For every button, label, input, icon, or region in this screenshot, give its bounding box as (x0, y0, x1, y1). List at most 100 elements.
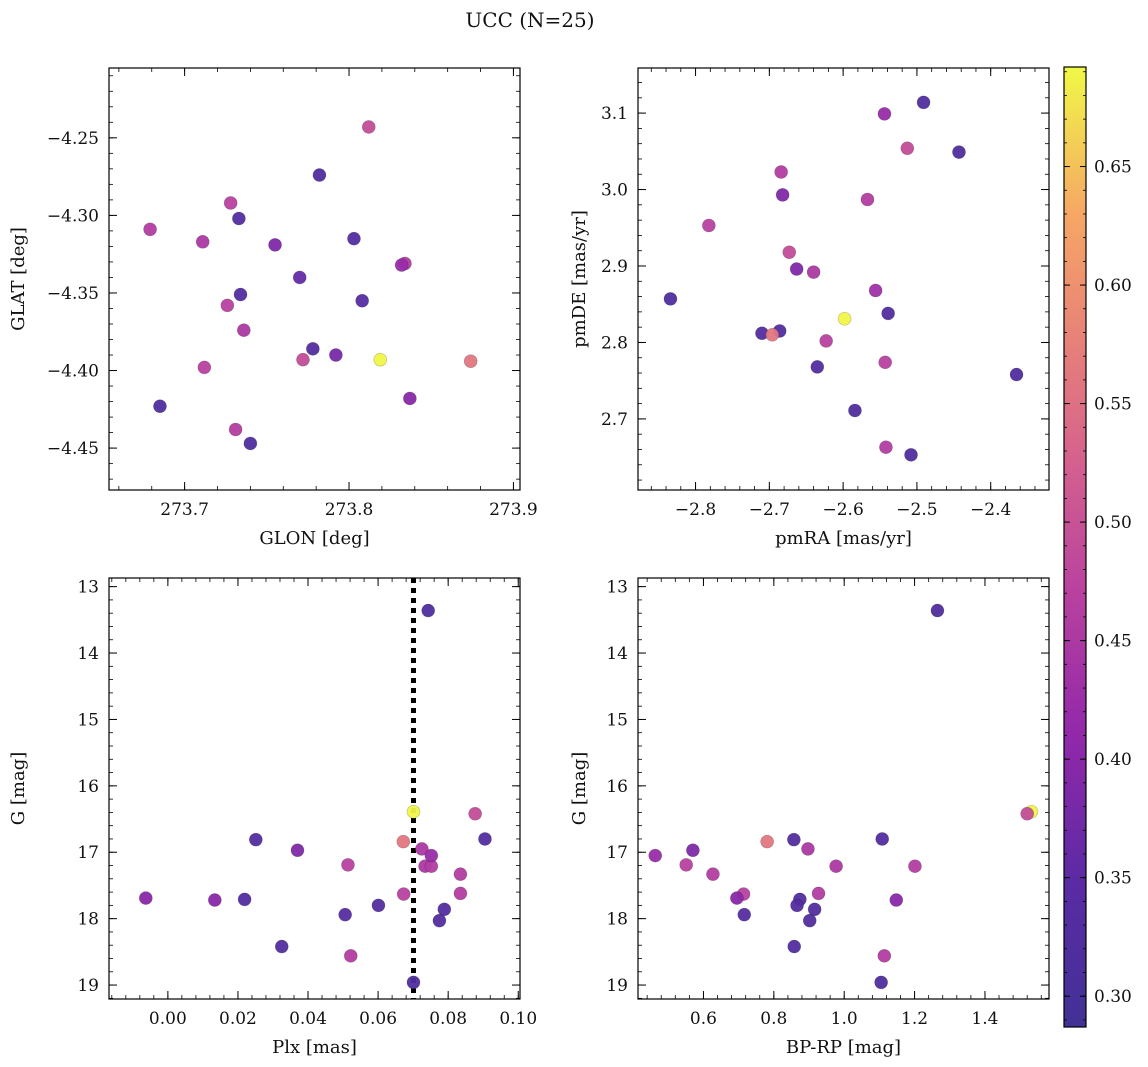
data-point (790, 898, 804, 913)
y-axis-label: G [mag] (569, 752, 590, 825)
data-point (787, 939, 802, 954)
data-point (930, 603, 945, 618)
y-axis-label: GLAT [deg] (8, 227, 29, 331)
data-point (463, 354, 478, 369)
data-point (686, 843, 700, 858)
data-point (403, 391, 417, 406)
y-tick-label: 18 (77, 910, 99, 930)
data-point (394, 258, 409, 272)
plot-frame (108, 67, 521, 491)
y-tick-label: 14 (606, 644, 628, 664)
data-point (860, 192, 875, 207)
data-point (329, 348, 343, 362)
data-point (848, 403, 862, 418)
data-point (648, 848, 663, 863)
x-tick-label: 1.4 (971, 1009, 998, 1029)
figure-title: UCC (N=25) (465, 8, 595, 32)
y-tick-label: 13 (606, 578, 628, 598)
x-tick-label: −2.5 (896, 500, 937, 520)
data-point (338, 907, 352, 922)
data-point (468, 806, 482, 821)
data-points (663, 95, 1024, 462)
colorbar-bar (1063, 66, 1087, 1028)
y-tick-label: −4.30 (47, 206, 99, 226)
y-tick-label: 2.7 (601, 410, 628, 430)
x-tick-label: 0.10 (499, 1009, 537, 1029)
x-axis-label: BP-RP [mag] (786, 1037, 901, 1058)
data-point (801, 842, 815, 856)
data-point (341, 858, 355, 872)
panel-plx-g: 0.00 0.02 0.04 0.06 0.08 0.10 13 14 15 16 17 18 19 Pl… (8, 577, 537, 1058)
data-point (679, 858, 694, 872)
data-point (233, 287, 248, 302)
y-tick-label: 3.0 (601, 181, 628, 201)
y-tick-label: 13 (77, 578, 99, 598)
x-tick-label: 0.06 (359, 1009, 397, 1029)
x-tick-label: 273.9 (489, 500, 538, 520)
y-tick-label: 16 (606, 777, 628, 797)
data-point (197, 360, 212, 375)
data-point (415, 842, 429, 856)
data-point (208, 893, 222, 907)
x-axis-label: GLON [deg] (259, 528, 369, 549)
data-point (706, 867, 720, 881)
x-tick-label: −2.7 (749, 500, 790, 520)
data-point (195, 234, 210, 249)
data-point (406, 804, 421, 819)
data-point (228, 422, 243, 437)
colorbar-tick-label: 0.50 (1094, 513, 1132, 533)
x-axis-label: Plx [mas] (272, 1037, 357, 1058)
x-tick-label: 0.02 (219, 1009, 257, 1029)
y-tick-label: 15 (77, 710, 99, 730)
colorbar-tick-label: 0.45 (1094, 632, 1132, 652)
data-point (371, 898, 386, 913)
data-points (138, 603, 492, 990)
plot-frame (637, 67, 1050, 491)
data-point (478, 832, 492, 846)
colorbar: 0.30 0.35 0.40 0.45 0.50 0.55 0.60 0.65 (1063, 66, 1132, 1028)
data-point (806, 265, 821, 279)
data-point (807, 902, 822, 917)
colorbar-tick-label: 0.30 (1094, 987, 1132, 1007)
y-tick-label: 17 (77, 843, 99, 863)
x-tick-label: 273.7 (160, 500, 209, 520)
data-point (904, 448, 918, 462)
data-point (810, 360, 825, 374)
data-point (787, 832, 801, 847)
y-tick-label: 15 (606, 710, 628, 730)
data-point (663, 292, 678, 306)
data-point (268, 238, 282, 252)
data-point (223, 196, 238, 210)
data-point (237, 892, 252, 907)
data-point (424, 848, 439, 863)
y-tick-label: −4.35 (47, 284, 99, 304)
data-point (361, 120, 376, 134)
data-point (453, 867, 468, 881)
data-point (343, 949, 358, 963)
x-tick-label: 0.8 (760, 1009, 787, 1029)
x-tick-label: 273.8 (325, 500, 374, 520)
data-point (868, 283, 883, 298)
y-tick-label: 16 (77, 777, 99, 797)
y-tick-label: 14 (77, 644, 99, 664)
data-point (296, 352, 310, 367)
y-tick-label: 2.9 (601, 257, 628, 277)
data-point (143, 222, 157, 237)
x-tick-label: 1.2 (901, 1009, 928, 1029)
data-point (782, 245, 797, 260)
data-point (355, 293, 369, 308)
data-point (879, 440, 893, 454)
colorbar-tick-label: 0.55 (1094, 395, 1132, 415)
data-point (312, 168, 327, 182)
data-point (306, 342, 320, 356)
data-point (730, 891, 744, 905)
data-point (877, 949, 892, 963)
data-point (760, 834, 774, 849)
data-point (453, 886, 468, 901)
data-point (802, 913, 817, 928)
data-point (819, 334, 833, 348)
data-point (875, 832, 890, 846)
data-point (789, 262, 804, 276)
data-point (908, 859, 922, 873)
